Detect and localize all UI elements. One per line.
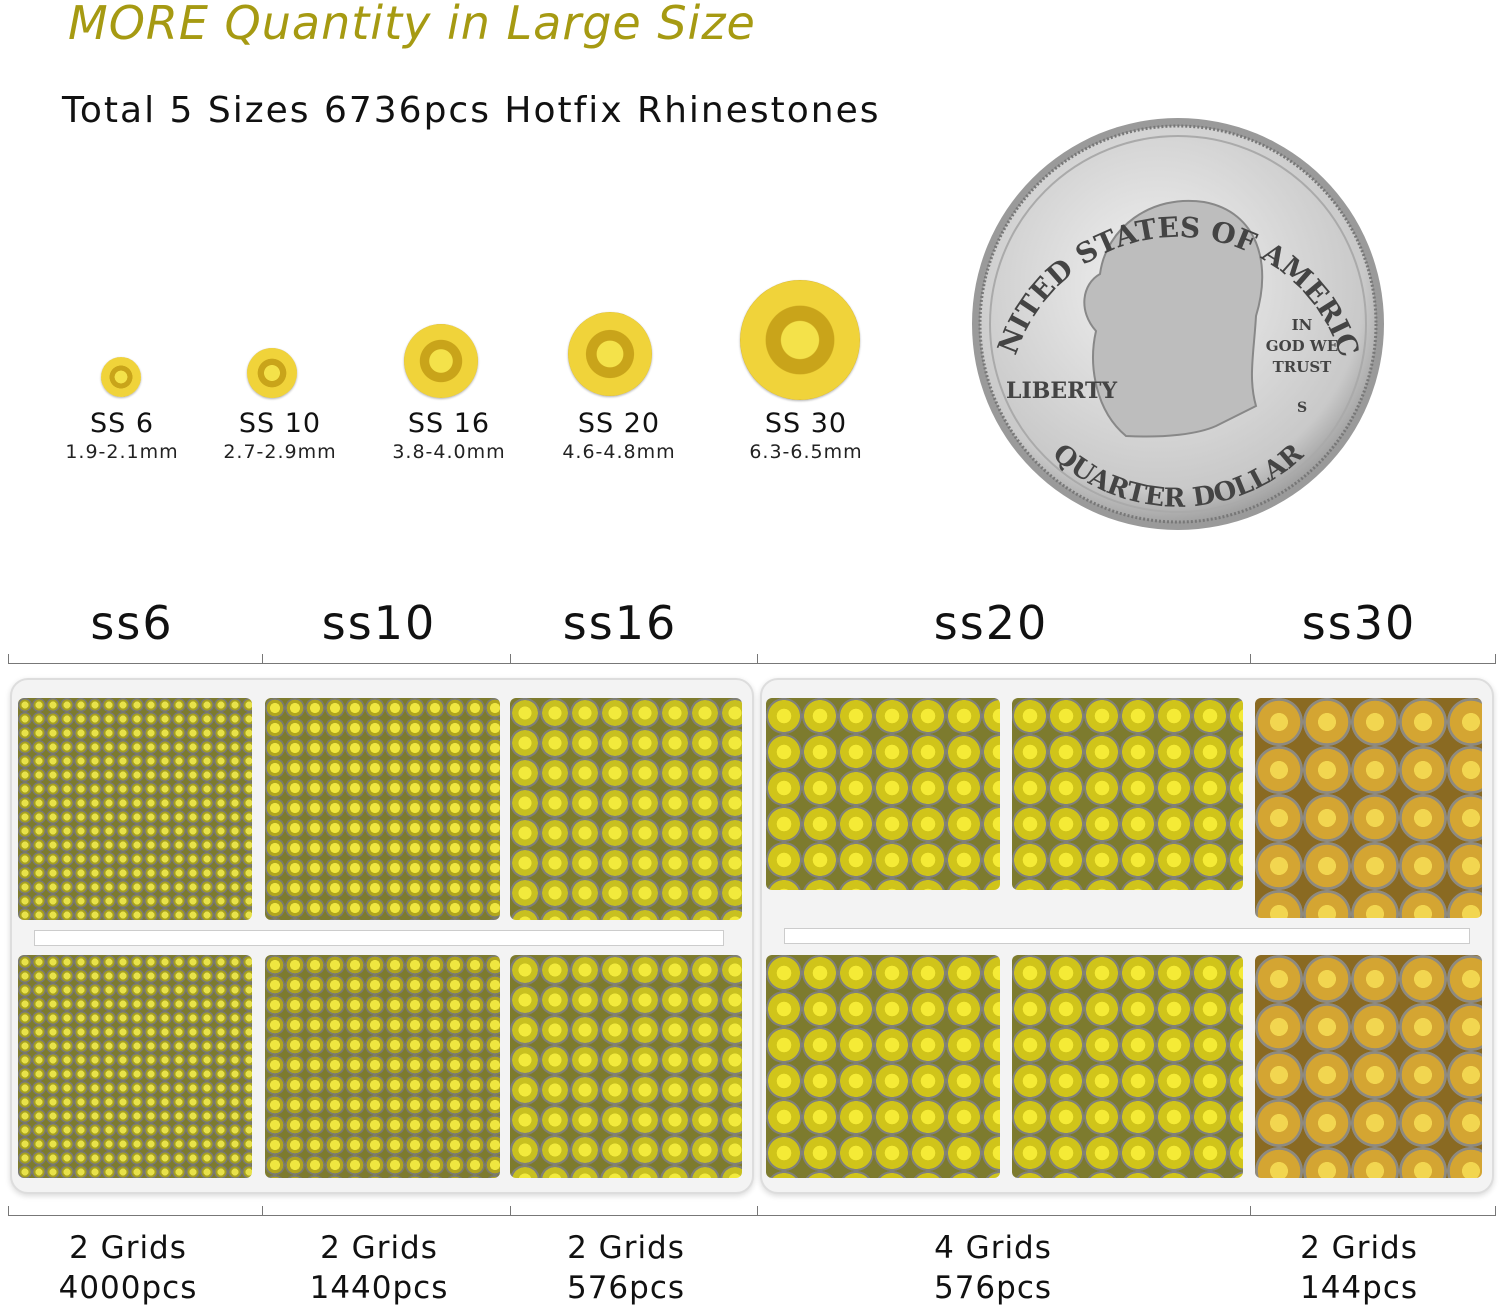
- tick: [8, 654, 9, 664]
- grid-ss30: [1255, 698, 1482, 918]
- column-label: ss20: [933, 596, 1049, 650]
- grid-ss20: [766, 955, 1000, 1178]
- tray-divider: [784, 928, 1470, 944]
- bottom-rule: [8, 1215, 1496, 1216]
- tick: [510, 1206, 511, 1216]
- size-label: SS 20 4.6-4.8mm: [562, 408, 676, 463]
- coin-motto-3: TRUST: [1273, 358, 1333, 376]
- coin-liberty: LIBERTY: [1006, 378, 1117, 404]
- tick: [1495, 1206, 1496, 1216]
- washington-profile: [1083, 199, 1264, 438]
- tray-divider: [34, 930, 724, 946]
- size-label: SS 16 3.8-4.0mm: [392, 408, 506, 463]
- column-label: ss16: [562, 596, 678, 650]
- tick: [1250, 1206, 1251, 1216]
- grid-ss20: [766, 698, 1000, 890]
- coin-mint: S: [1297, 400, 1307, 416]
- tick: [757, 1206, 758, 1216]
- gem-ss16: [404, 324, 478, 398]
- gem-ss10: [247, 348, 297, 398]
- quarter-coin: UNITED STATES OF AMERICA QUARTER DOLLAR …: [966, 116, 1384, 530]
- tick: [262, 654, 263, 664]
- gem-ss30: [740, 280, 860, 400]
- tick: [757, 654, 758, 664]
- tick: [262, 1206, 263, 1216]
- size-label: SS 10 2.7-2.9mm: [223, 408, 337, 463]
- size-label: SS 6 1.9-2.1mm: [65, 408, 179, 463]
- grid-ss16: [510, 955, 742, 1178]
- grid-ss10: [265, 698, 500, 920]
- grid-ss30: [1255, 955, 1482, 1178]
- column-label: ss30: [1301, 596, 1417, 650]
- grid-ss10: [265, 955, 500, 1178]
- tick: [1495, 654, 1496, 664]
- column-summary: 2 Grids 576pcs: [566, 1230, 686, 1306]
- gem-ss20: [568, 312, 652, 396]
- grid-ss6: [18, 698, 252, 920]
- column-summary: 2 Grids 4000pcs: [58, 1230, 198, 1306]
- headline: MORE Quantity in Large Size: [68, 0, 756, 50]
- column-label: ss10: [321, 596, 437, 650]
- coin-motto-2: GOD WE: [1266, 337, 1338, 355]
- gem-ss6: [101, 357, 141, 397]
- column-label: ss6: [90, 596, 174, 650]
- size-label: SS 30 6.3-6.5mm: [749, 408, 863, 463]
- grid-ss20: [1012, 955, 1243, 1178]
- grid-ss6: [18, 955, 252, 1178]
- tick: [1250, 654, 1251, 664]
- grid-ss20: [1012, 698, 1243, 890]
- grid-ss16: [510, 698, 742, 920]
- top-rule: [8, 663, 1496, 664]
- coin-motto-1: IN: [1292, 316, 1313, 334]
- tick: [510, 654, 511, 664]
- subheadline: Total 5 Sizes 6736pcs Hotfix Rhinestones: [62, 90, 881, 131]
- tick: [8, 1206, 9, 1216]
- column-summary: 4 Grids 576pcs: [933, 1230, 1053, 1306]
- column-summary: 2 Grids 144pcs: [1299, 1230, 1419, 1306]
- column-summary: 2 Grids 1440pcs: [309, 1230, 449, 1306]
